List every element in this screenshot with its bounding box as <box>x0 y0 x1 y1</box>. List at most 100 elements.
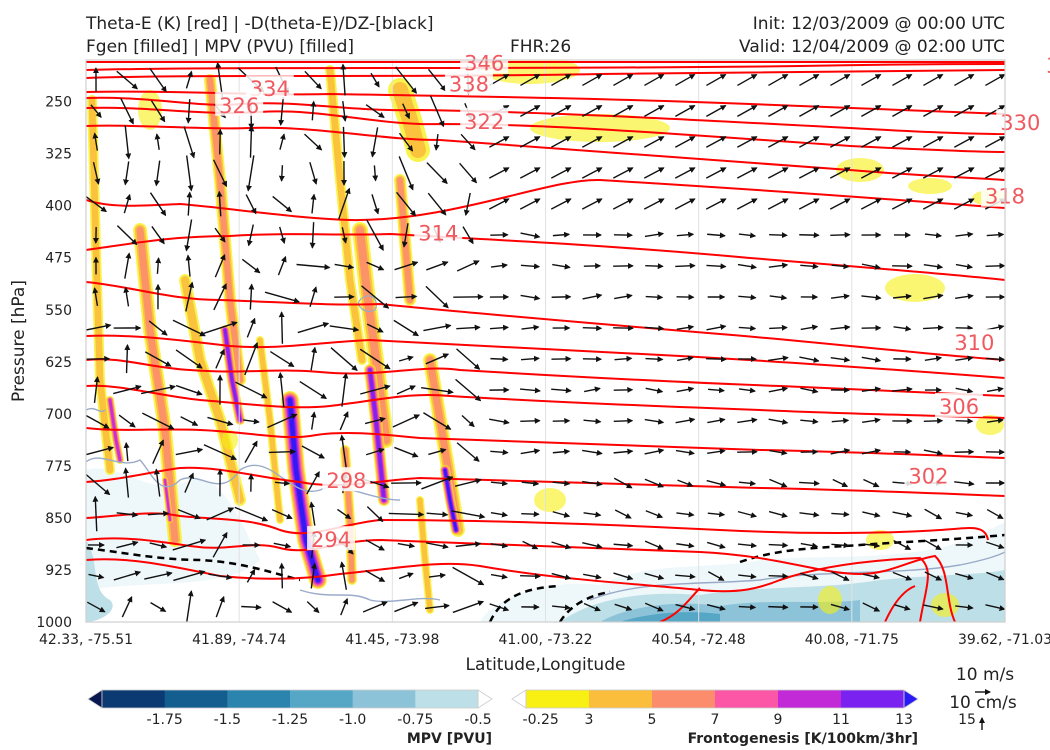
wind-vector <box>613 572 634 581</box>
wind-vector <box>923 105 944 117</box>
wind-vector <box>985 73 1005 87</box>
title-line-2: Fgen [filled] | MPV (PVU) [filled] <box>86 37 355 57</box>
wind-vector <box>644 136 665 148</box>
y-tick-label: 625 <box>45 355 72 371</box>
wind-vector <box>923 263 944 270</box>
wind-vector <box>175 349 203 369</box>
wind-vector <box>519 167 541 179</box>
wind-vector <box>893 325 912 332</box>
wind-vector <box>421 386 454 395</box>
wind-vector <box>339 561 348 590</box>
wind-vector <box>767 167 789 179</box>
wind-vector <box>92 287 99 307</box>
wind-vector <box>614 355 633 362</box>
x-tick-label: 40.08, -71.75 <box>805 632 899 648</box>
wind-vector <box>215 348 225 369</box>
wind-vector <box>737 263 758 270</box>
wind-vector <box>246 155 255 192</box>
wind-vector <box>272 601 293 613</box>
wind-vector <box>520 136 541 148</box>
wind-vector <box>551 105 572 117</box>
wind-vector <box>396 191 417 217</box>
wind-vector <box>830 293 850 300</box>
wind-vector <box>339 434 347 469</box>
wind-vector <box>123 286 130 307</box>
wind-vector <box>490 262 508 269</box>
colorbar-segment <box>841 690 905 708</box>
wind-vector <box>154 133 161 150</box>
colorbar-tick-label: 5 <box>648 712 657 728</box>
wind-vector <box>737 417 758 424</box>
colorbar-label: MPV [PVU] <box>407 731 492 747</box>
wind-vector <box>675 136 696 148</box>
wind-vector <box>153 160 161 187</box>
wind-vector <box>185 70 193 89</box>
wind-vector <box>306 601 320 614</box>
wind-vector <box>676 542 695 549</box>
wind-vector <box>955 604 974 611</box>
wind-vector <box>769 449 788 456</box>
wind-vector <box>707 387 725 394</box>
wind-vector <box>645 294 664 301</box>
wind-vector <box>86 355 111 362</box>
wind-vector <box>706 479 727 488</box>
wind-vector <box>427 192 447 216</box>
wind-vector <box>149 192 167 217</box>
wind-vector <box>455 541 482 548</box>
wind-vector <box>551 541 572 550</box>
x-tick-label: 41.00, -73.22 <box>498 632 592 648</box>
wind-vector <box>175 384 203 396</box>
colorbar-tick-label: 7 <box>711 712 720 728</box>
wind-vector <box>582 325 603 332</box>
wind-vector <box>365 569 386 583</box>
wind-vector <box>123 161 130 186</box>
wind-vector <box>613 542 634 549</box>
wind-vector <box>675 449 695 456</box>
wind-vector <box>172 319 206 337</box>
colorbar-segment <box>164 690 228 708</box>
wind-vector <box>296 263 331 271</box>
wind-vector <box>148 320 168 336</box>
wind-vector <box>922 198 944 210</box>
wind-vector <box>86 195 107 213</box>
wind-vector <box>429 95 445 128</box>
wind-vector <box>425 285 449 309</box>
wind-vector <box>245 194 257 215</box>
wind-vector <box>643 198 665 210</box>
wind-vector <box>769 294 788 301</box>
wind-vector <box>644 231 665 238</box>
wind-vector <box>892 386 913 393</box>
theta-e-label-bg <box>904 462 953 487</box>
wind-vector <box>861 136 882 148</box>
wind-vector <box>954 105 975 117</box>
y-tick-label: 700 <box>45 407 72 423</box>
wind-vector <box>613 417 634 424</box>
y-axis-label: Pressure [hPa] <box>9 280 29 402</box>
wind-vector <box>212 159 228 188</box>
frontogenesis-patch <box>908 178 952 194</box>
wind-vector <box>800 387 819 394</box>
wind-vector <box>340 63 347 96</box>
wind-vector <box>923 293 944 300</box>
wind-vector <box>371 194 380 215</box>
wind-vector <box>366 261 385 271</box>
theta-e-contour <box>86 466 1005 497</box>
wind-vector <box>675 262 696 269</box>
frontogenesis-patch <box>976 415 1004 435</box>
colorbar-tick-label: -1.0 <box>339 712 366 728</box>
y-tick-label: 850 <box>45 511 72 527</box>
wind-vector <box>274 480 291 487</box>
wind-vector <box>341 101 348 122</box>
wind-vector <box>124 125 132 160</box>
wind-vector <box>520 105 541 117</box>
frontogenesis-streak <box>326 66 366 364</box>
wind-vector <box>955 511 974 518</box>
wind-vector <box>923 417 944 424</box>
wind-vector <box>862 573 881 580</box>
wind-vector <box>582 136 603 148</box>
y-tick-label: 550 <box>45 303 72 319</box>
wind-vector <box>489 136 510 148</box>
wind-vector <box>397 542 416 549</box>
stability-contour <box>739 533 1005 564</box>
wind-vector <box>235 381 268 399</box>
